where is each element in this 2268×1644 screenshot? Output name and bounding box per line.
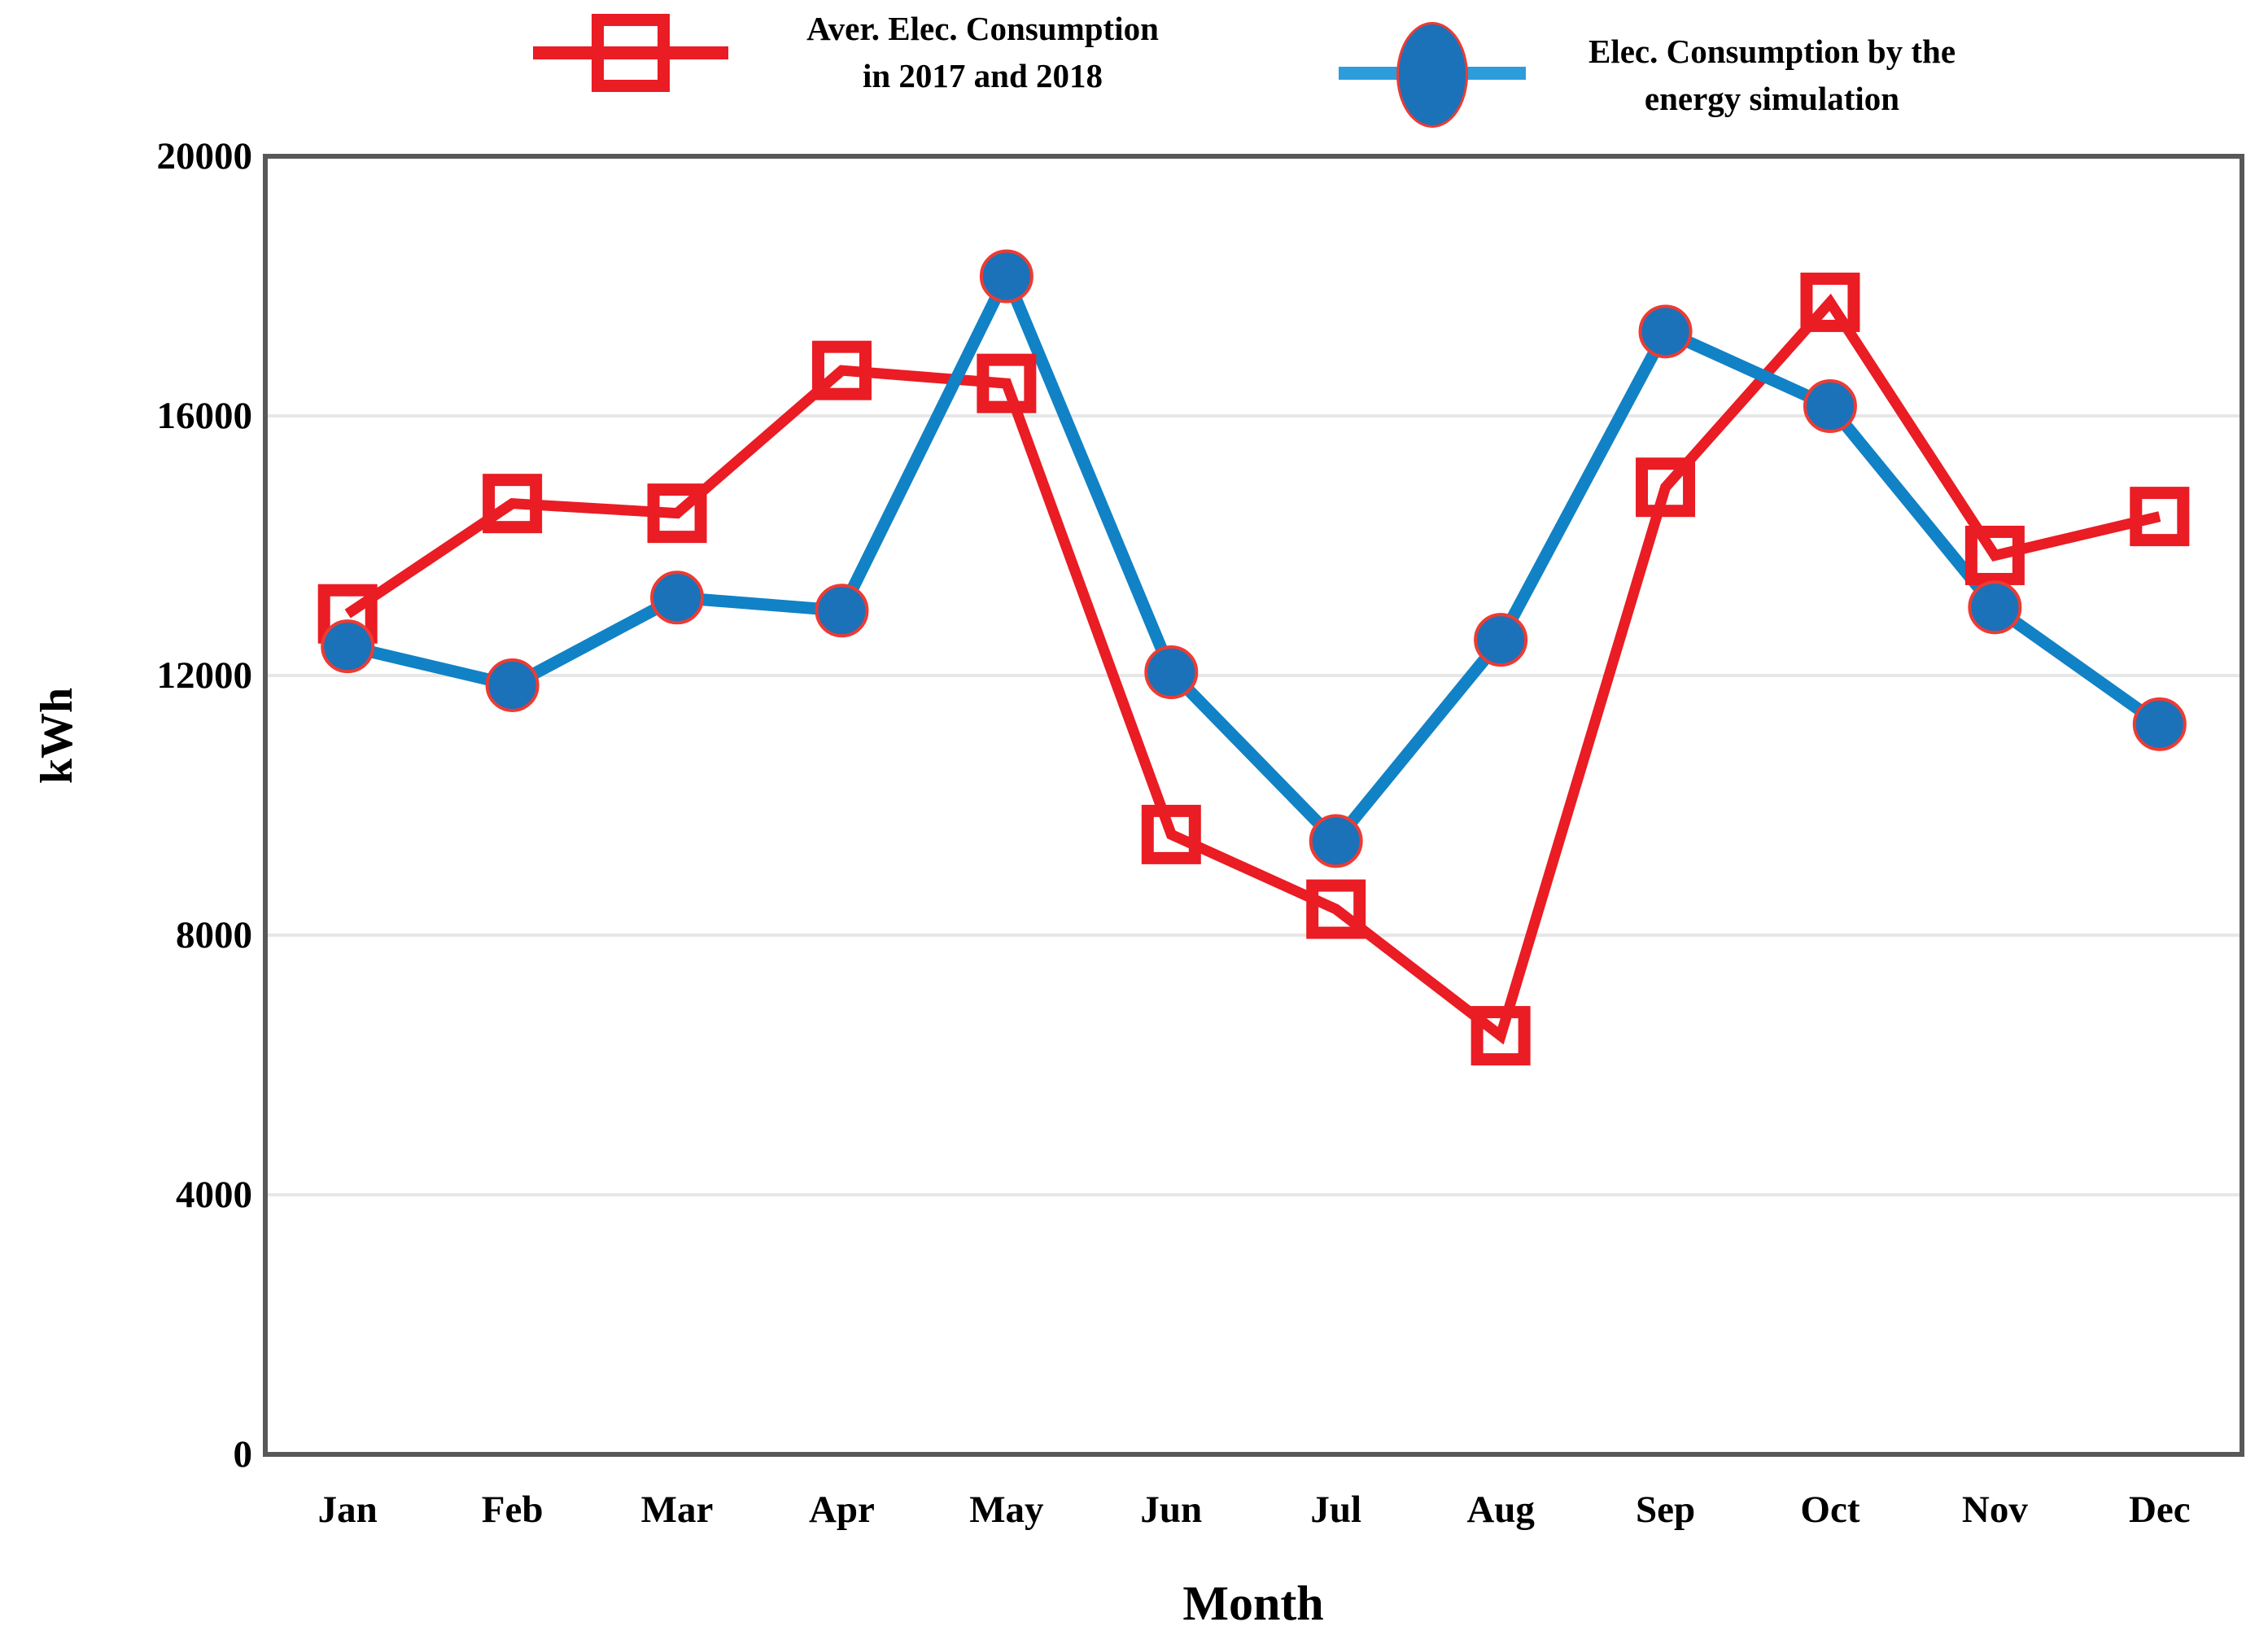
simulation-marker-Aug [1474,613,1528,667]
legend-simulation-label-line2: energy simulation [1644,80,1900,117]
measured-marker-Aug [1470,1006,1531,1066]
x-tick-label-Oct: Oct [1800,1489,1860,1531]
x-tick-label-May: May [969,1489,1044,1531]
simulation-marker-Dec [2132,697,2187,751]
legend-simulation-label-line1: Elec. Consumption by the [1588,33,1956,70]
x-tick-label-Sep: Sep [1635,1489,1696,1531]
x-tick-label-Mar: Mar [640,1489,714,1531]
plot-frame [263,154,2244,1457]
simulation-marker-Mar [650,571,705,625]
x-tick-label-Jul: Jul [1310,1489,1362,1531]
x-tick-label-Dec: Dec [2128,1489,2191,1531]
measured-marker-Apr [811,340,872,400]
y-tick-label-20000: 20000 [156,135,253,177]
measured-marker-Oct [1800,272,1860,332]
x-tick-label-Aug: Aug [1466,1489,1535,1531]
measured-marker-Nov [1964,525,2025,585]
measured-marker-May [977,353,1037,413]
y-tick-label-4000: 4000 [176,1174,252,1216]
measured-marker-Feb [483,474,543,534]
simulation-marker-Sep [1638,304,1693,359]
legend-measured-label-line1: Aver. Elec. Consumption [806,10,1159,47]
legend-measured-label: Aver. Elec. Consumption in 2017 and 2018 [773,5,1192,99]
legend-simulation-label: Elec. Consumption by the energy simulati… [1550,28,1994,122]
measured-marker-Jul [1306,879,1366,939]
legend-measured-line-swatch [533,46,728,59]
x-tick-label-Nov: Nov [1961,1489,2028,1531]
x-tick-label-Jan: Jan [317,1489,378,1531]
legend-measured-square-marker-icon [592,14,670,92]
simulation-marker-May [979,249,1033,304]
simulation-marker-Nov [1968,580,2022,635]
simulation-marker-Jan [321,619,375,674]
measured-marker-Sep [1636,457,1696,518]
y-tick-label-0: 0 [233,1433,253,1476]
y-tick-label-12000: 12000 [156,654,253,697]
y-tick-label-8000: 8000 [176,914,252,956]
legend-simulation-circle-marker-icon [1396,22,1468,128]
measured-marker-Dec [2130,487,2190,547]
legend-measured-label-line2: in 2017 and 2018 [862,57,1103,94]
measured-series-line [344,293,2161,1045]
x-tick-label-Apr: Apr [808,1489,875,1531]
x-tick-label-Feb: Feb [481,1489,544,1531]
x-tick-label-Jun: Jun [1140,1489,1203,1531]
simulation-marker-Oct [1803,379,1857,434]
measured-marker-Jun [1141,804,1201,864]
simulation-series-line [346,261,2164,850]
measured-marker-Mar [647,483,707,544]
simulation-marker-Jul [1309,814,1363,868]
simulation-marker-Jun [1144,645,1199,700]
simulation-marker-Apr [815,584,869,638]
x-axis-title: Month [1182,1576,1324,1630]
y-tick-label-16000: 16000 [156,395,253,437]
simulation-marker-Feb [485,658,540,712]
